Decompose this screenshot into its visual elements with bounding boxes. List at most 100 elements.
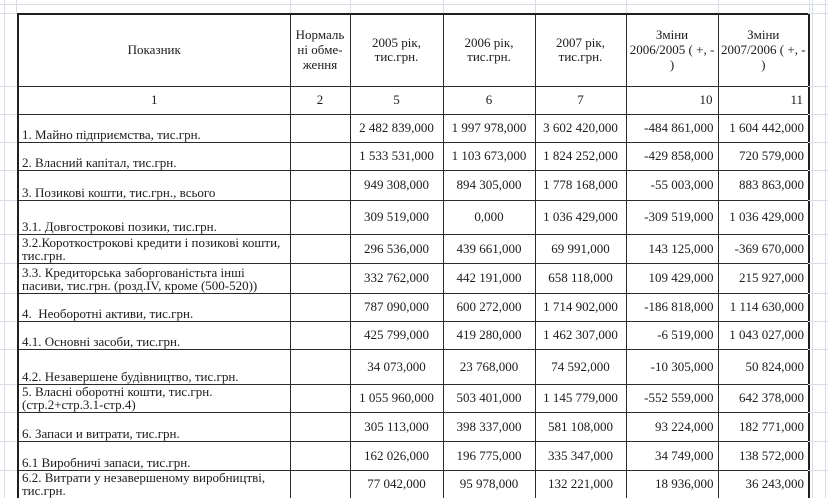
cell-2005[interactable]: 425 799,000 [349,320,444,350]
cell-change-2006-2005[interactable]: 109 429,000 [625,262,719,294]
cell-2006[interactable]: 0,000 [442,199,536,235]
cell-limit[interactable] [289,262,351,294]
cell-2005[interactable]: 77 042,000 [349,469,444,498]
cell-limit[interactable] [289,199,351,235]
cell-limit[interactable] [289,320,351,350]
cell-2007[interactable]: 581 108,000 [534,411,627,442]
cell-2006[interactable]: 1 103 673,000 [442,141,536,171]
cell-limit[interactable] [289,141,351,171]
cell-limit[interactable] [289,348,351,385]
cell-change-2007-2006[interactable]: -369 670,000 [717,233,810,264]
col-header-indicator[interactable]: Показник [17,13,291,87]
column-number[interactable]: 2 [289,85,351,115]
cell-change-2006-2005[interactable]: -429 858,000 [625,141,719,171]
cell-change-2006-2005[interactable]: -484 861,000 [625,113,719,143]
cell-2007[interactable]: 1 462 307,000 [534,320,627,350]
cell-change-2006-2005[interactable]: 34 749,000 [625,440,719,471]
cell-change-2007-2006[interactable]: 215 927,000 [717,262,810,294]
cell-indicator[interactable]: 2. Власний капітал, тис.грн. [17,141,291,171]
cell-2007[interactable]: 1 145 779,000 [534,383,627,413]
cell-limit[interactable] [289,440,351,471]
cell-indicator[interactable]: 3.3. Кредиторська заборгованістьта інші … [17,262,291,294]
cell-limit[interactable] [289,233,351,264]
cell-change-2007-2006[interactable]: 1 114 630,000 [717,292,810,322]
cell-change-2006-2005[interactable]: 93 224,000 [625,411,719,442]
column-number[interactable]: 11 [717,85,810,115]
cell-2005[interactable]: 787 090,000 [349,292,444,322]
cell-indicator[interactable]: 4.1. Основні засоби, тис.грн. [17,320,291,350]
cell-2006[interactable]: 600 272,000 [442,292,536,322]
cell-change-2007-2006[interactable]: 720 579,000 [717,141,810,171]
col-header-change-2007-2006[interactable]: Зміни 2007/2006 ( +, - ) [717,13,810,87]
cell-limit[interactable] [289,469,351,498]
cell-2005[interactable]: 309 519,000 [349,199,444,235]
cell-2007[interactable]: 335 347,000 [534,440,627,471]
cell-2006[interactable]: 503 401,000 [442,383,536,413]
cell-indicator[interactable]: 3.1. Довгострокові позики, тис.грн. [17,199,291,235]
cell-change-2006-2005[interactable]: 143 125,000 [625,233,719,264]
cell-indicator[interactable]: 1. Майно підприємства, тис.грн. [17,113,291,143]
cell-2006[interactable]: 439 661,000 [442,233,536,264]
cell-change-2007-2006[interactable]: 1 604 442,000 [717,113,810,143]
cell-limit[interactable] [289,292,351,322]
cell-change-2006-2005[interactable]: -6 519,000 [625,320,719,350]
cell-indicator[interactable]: 3. Позикові кошти, тис.грн., всього [17,169,291,201]
cell-2005[interactable]: 296 536,000 [349,233,444,264]
cell-2007[interactable]: 1 036 429,000 [534,199,627,235]
cell-change-2007-2006[interactable]: 182 771,000 [717,411,810,442]
cell-2007[interactable]: 74 592,000 [534,348,627,385]
cell-2006[interactable]: 23 768,000 [442,348,536,385]
cell-change-2007-2006[interactable]: 36 243,000 [717,469,810,498]
cell-indicator[interactable]: 6.1 Виробничі запаси, тис.грн. [17,440,291,471]
cell-2005[interactable]: 949 308,000 [349,169,444,201]
col-header-limits[interactable]: Нормальні обме-ження [289,13,351,87]
cell-change-2007-2006[interactable]: 1 043 027,000 [717,320,810,350]
cell-2005[interactable]: 332 762,000 [349,262,444,294]
column-number[interactable]: 5 [349,85,444,115]
cell-2005[interactable]: 305 113,000 [349,411,444,442]
cell-2005[interactable]: 1 055 960,000 [349,383,444,413]
cell-limit[interactable] [289,383,351,413]
cell-change-2006-2005[interactable]: -10 305,000 [625,348,719,385]
column-number[interactable]: 1 [17,85,291,115]
cell-change-2007-2006[interactable]: 138 572,000 [717,440,810,471]
cell-change-2006-2005[interactable]: -55 003,000 [625,169,719,201]
cell-limit[interactable] [289,169,351,201]
cell-2005[interactable]: 34 073,000 [349,348,444,385]
cell-change-2006-2005[interactable]: -309 519,000 [625,199,719,235]
cell-change-2006-2005[interactable]: -186 818,000 [625,292,719,322]
cell-2006[interactable]: 398 337,000 [442,411,536,442]
cell-2007[interactable]: 3 602 420,000 [534,113,627,143]
cell-2006[interactable]: 419 280,000 [442,320,536,350]
cell-indicator[interactable]: 3.2.Короткострокові кредити і позикові к… [17,233,291,264]
column-number[interactable]: 6 [442,85,536,115]
column-number[interactable]: 10 [625,85,719,115]
cell-change-2007-2006[interactable]: 1 036 429,000 [717,199,810,235]
cell-2006[interactable]: 442 191,000 [442,262,536,294]
col-header-2006[interactable]: 2006 рік, тис.грн. [442,13,536,87]
cell-indicator[interactable]: 6. Запаси и витрати, тис.грн. [17,411,291,442]
cell-2007[interactable]: 1 778 168,000 [534,169,627,201]
cell-2007[interactable]: 69 991,000 [534,233,627,264]
col-header-change-2006-2005[interactable]: Зміни 2006/2005 ( +, - ) [625,13,719,87]
cell-change-2006-2005[interactable]: 18 936,000 [625,469,719,498]
cell-2007[interactable]: 1 714 902,000 [534,292,627,322]
cell-indicator[interactable]: 4. Необоротні активи, тис.грн. [17,292,291,322]
cell-2005[interactable]: 162 026,000 [349,440,444,471]
cell-2005[interactable]: 1 533 531,000 [349,141,444,171]
cell-2006[interactable]: 95 978,000 [442,469,536,498]
cell-2006[interactable]: 196 775,000 [442,440,536,471]
cell-indicator[interactable]: 5. Власні оборотні кошти, тис.грн. (стр.… [17,383,291,413]
cell-indicator[interactable]: 6.2. Витрати у незавершеному виробництві… [17,469,291,498]
cell-change-2007-2006[interactable]: 883 863,000 [717,169,810,201]
col-header-2005[interactable]: 2005 рік, тис.грн. [349,13,444,87]
cell-change-2006-2005[interactable]: -552 559,000 [625,383,719,413]
cell-2006[interactable]: 894 305,000 [442,169,536,201]
cell-2007[interactable]: 132 221,000 [534,469,627,498]
cell-2005[interactable]: 2 482 839,000 [349,113,444,143]
cell-2007[interactable]: 658 118,000 [534,262,627,294]
cell-2006[interactable]: 1 997 978,000 [442,113,536,143]
cell-limit[interactable] [289,113,351,143]
cell-indicator[interactable]: 4.2. Незавершене будівництво, тис.грн. [17,348,291,385]
cell-limit[interactable] [289,411,351,442]
